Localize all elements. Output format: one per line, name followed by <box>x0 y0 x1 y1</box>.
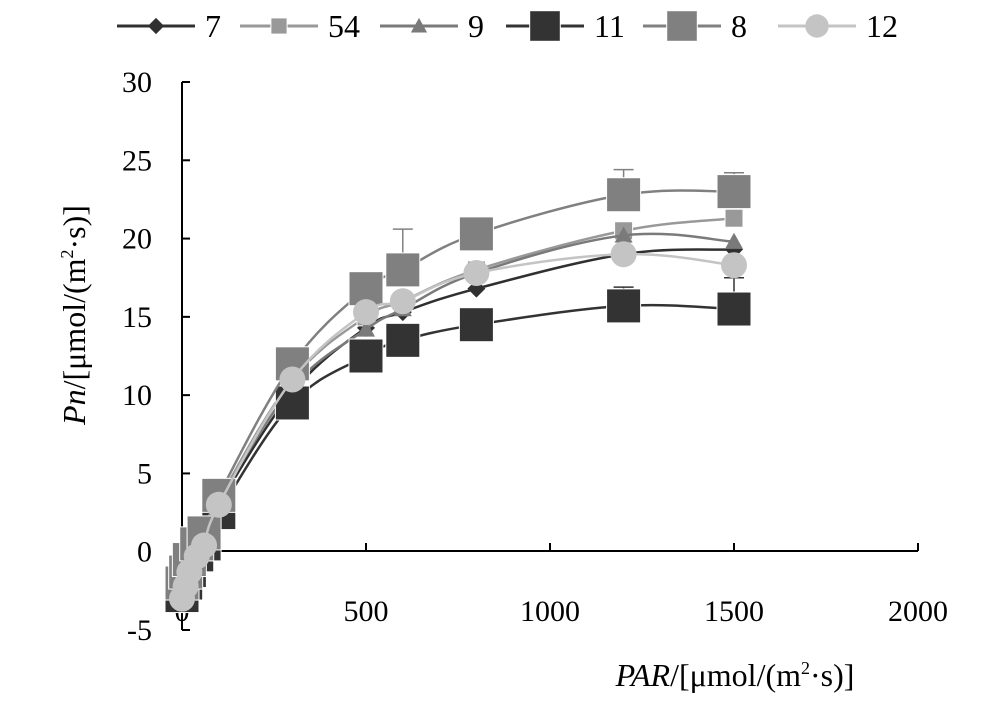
data-point <box>463 260 490 287</box>
legend-item-9: 9 <box>380 8 484 44</box>
y-axis-title: Pn/[μmol/(m2·s)] <box>56 205 92 426</box>
x-tick-label: 1500 <box>704 595 764 628</box>
data-point <box>606 288 642 324</box>
series-layer <box>164 168 752 614</box>
data-point <box>458 216 494 252</box>
y-tick-label: 10 <box>122 379 152 412</box>
legend-item-11: 11 <box>506 8 625 44</box>
data-point <box>716 291 752 327</box>
series-line <box>180 189 735 584</box>
data-point <box>357 320 375 337</box>
data-point <box>205 491 232 518</box>
series-9 <box>173 226 743 595</box>
data-point <box>716 174 752 210</box>
data-point <box>614 226 633 243</box>
y-tick-label: 5 <box>137 457 152 490</box>
data-point <box>191 532 218 559</box>
y-tick-label: 15 <box>122 301 152 334</box>
data-point <box>610 241 637 268</box>
data-point <box>458 307 494 343</box>
x-tick-label: 500 <box>344 595 389 628</box>
legend-marker <box>805 14 829 38</box>
legend-marker <box>529 10 561 42</box>
y-tick-label: 30 <box>122 66 152 99</box>
legend-marker <box>410 17 428 33</box>
legend-item-8: 8 <box>643 8 747 44</box>
y-tick-label: 20 <box>122 223 152 256</box>
data-point <box>725 232 743 249</box>
legend-label: 8 <box>731 8 747 44</box>
legend-label: 11 <box>594 8 625 44</box>
data-point <box>724 208 744 228</box>
y-ticks: -5 0 5 10 15 20 25 30 <box>122 66 190 647</box>
legend-label: 7 <box>205 8 221 44</box>
x-tick-label: 1000 <box>520 595 580 628</box>
data-point <box>348 338 384 374</box>
data-point <box>721 252 747 279</box>
data-point <box>385 252 421 288</box>
data-point <box>389 288 416 315</box>
legend-marker <box>666 10 698 42</box>
y-tick-label: -5 <box>127 614 152 647</box>
series-54 <box>172 208 744 596</box>
y-tick-label: 0 <box>137 536 152 569</box>
x-axis-title: PAR/[μmol/(m2·s)] <box>615 657 855 693</box>
legend-label: 54 <box>328 8 360 44</box>
series-12 <box>169 241 747 612</box>
data-point <box>606 177 642 213</box>
legend-label: 9 <box>468 8 484 44</box>
legend: 7 54 9 11 8 12 <box>117 8 898 44</box>
legend-item-7: 7 <box>117 8 221 44</box>
x-tick-label: 2000 <box>888 595 948 628</box>
series-line <box>180 216 735 587</box>
data-point <box>353 299 379 326</box>
legend-marker <box>270 17 288 35</box>
legend-item-12: 12 <box>778 8 898 44</box>
legend-marker <box>147 17 165 35</box>
y-tick-label: 25 <box>122 144 152 177</box>
data-point <box>385 322 421 358</box>
data-point <box>279 366 306 393</box>
plot-area: -5 0 5 10 15 20 25 30 0 500 1000 1500 2000 <box>122 66 948 647</box>
legend-item-54: 54 <box>240 8 360 44</box>
legend-label: 12 <box>866 8 898 44</box>
